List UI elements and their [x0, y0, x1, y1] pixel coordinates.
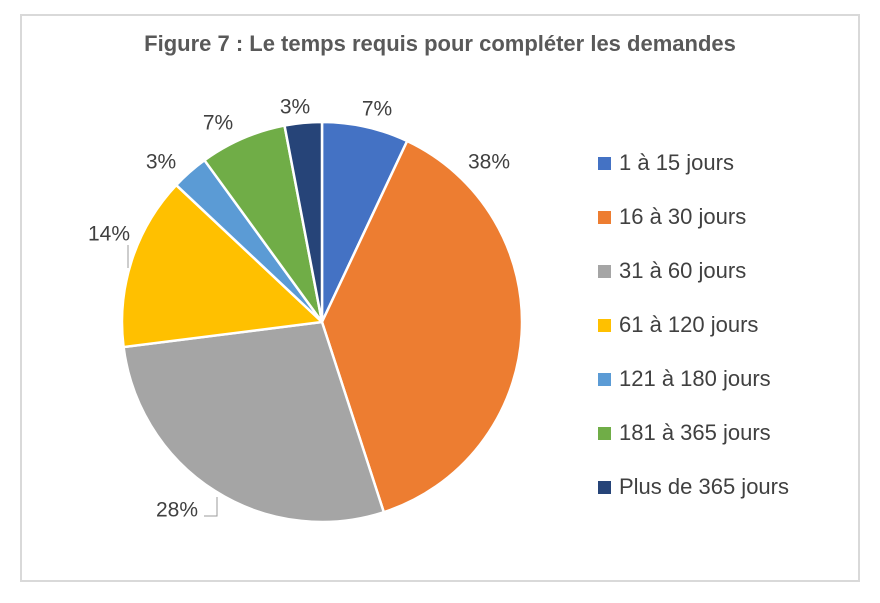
legend-item: 181 à 365 jours [598, 420, 789, 445]
pie-slice [122, 320, 386, 524]
legend-item: 61 à 120 jours [598, 312, 789, 337]
legend-label: 61 à 120 jours [619, 312, 759, 337]
legend-item: Plus de 365 jours [598, 474, 789, 499]
legend: 1 à 15 jours 16 à 30 jours 31 à 60 jours 61… [598, 150, 789, 529]
pie-label: 3% [146, 151, 176, 174]
legend-swatch-icon [598, 156, 611, 170]
legend-label: 16 à 30 jours [619, 204, 747, 229]
pie-slice [320, 139, 524, 514]
pie-slice [283, 120, 324, 324]
legend-item: 16 à 30 jours [598, 204, 789, 229]
pie-label: 14% [88, 223, 130, 246]
legend-swatch-icon [598, 264, 611, 278]
chart-title: Figure 7 : Le temps requis pour compléte… [144, 31, 736, 56]
pie-label: 7% [362, 98, 392, 121]
legend-item: 121 à 180 jours [598, 366, 789, 391]
legend-label: Plus de 365 jours [619, 474, 789, 499]
pie-label: 28% [156, 499, 198, 522]
legend-label: 121 à 180 jours [619, 366, 771, 391]
legend-item: 31 à 60 jours [598, 258, 789, 283]
pie-label: 7% [203, 112, 233, 135]
legend-swatch-icon [598, 480, 611, 494]
legend-swatch-icon [598, 426, 611, 440]
legend-swatch-icon [598, 372, 611, 386]
leader-line [204, 497, 218, 517]
legend-swatch-icon [598, 318, 611, 332]
legend-label: 1 à 15 jours [619, 150, 734, 175]
legend-swatch-icon [598, 210, 611, 224]
pie-label: 38% [468, 151, 510, 174]
pie-slice [120, 183, 324, 349]
legend-label: 181 à 365 jours [619, 420, 771, 445]
legend-label: 31 à 60 jours [619, 258, 747, 283]
pie-label: 3% [280, 96, 310, 119]
legend-item: 1 à 15 jours [598, 150, 789, 175]
